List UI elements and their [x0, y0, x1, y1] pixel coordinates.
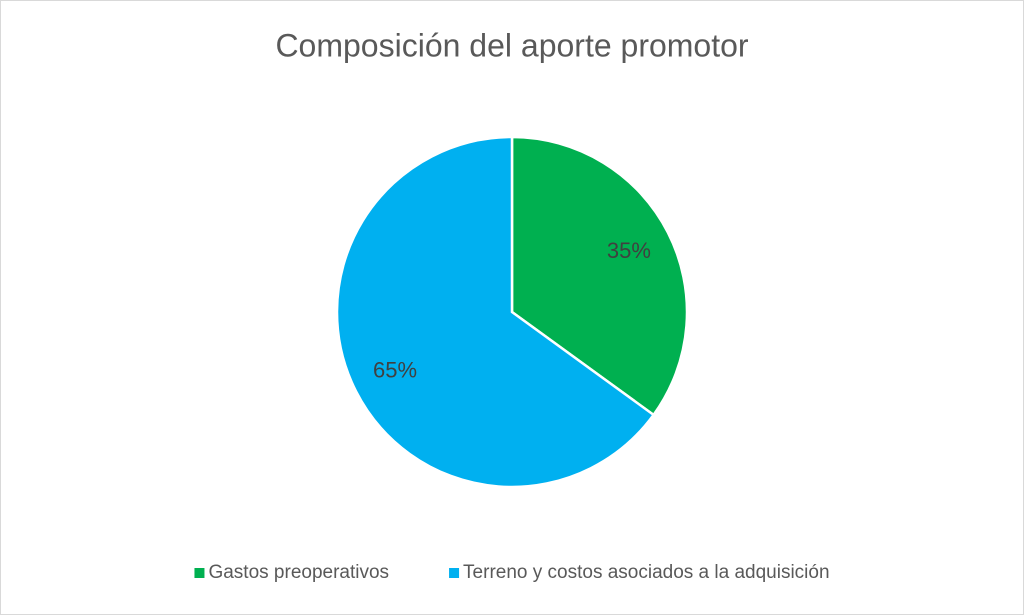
data-label: 65% — [373, 357, 417, 382]
legend-swatch — [449, 568, 460, 578]
legend-swatch — [194, 568, 205, 578]
pie-slice — [510, 135, 689, 417]
legend-label: Gastos preoperativos — [208, 562, 389, 583]
pie-slice — [335, 135, 656, 489]
legend-label: Terreno y costos asociados a la adquisic… — [463, 562, 829, 583]
chart-title: Composición del aporte promotor — [275, 27, 748, 63]
data-label: 35% — [607, 238, 651, 263]
